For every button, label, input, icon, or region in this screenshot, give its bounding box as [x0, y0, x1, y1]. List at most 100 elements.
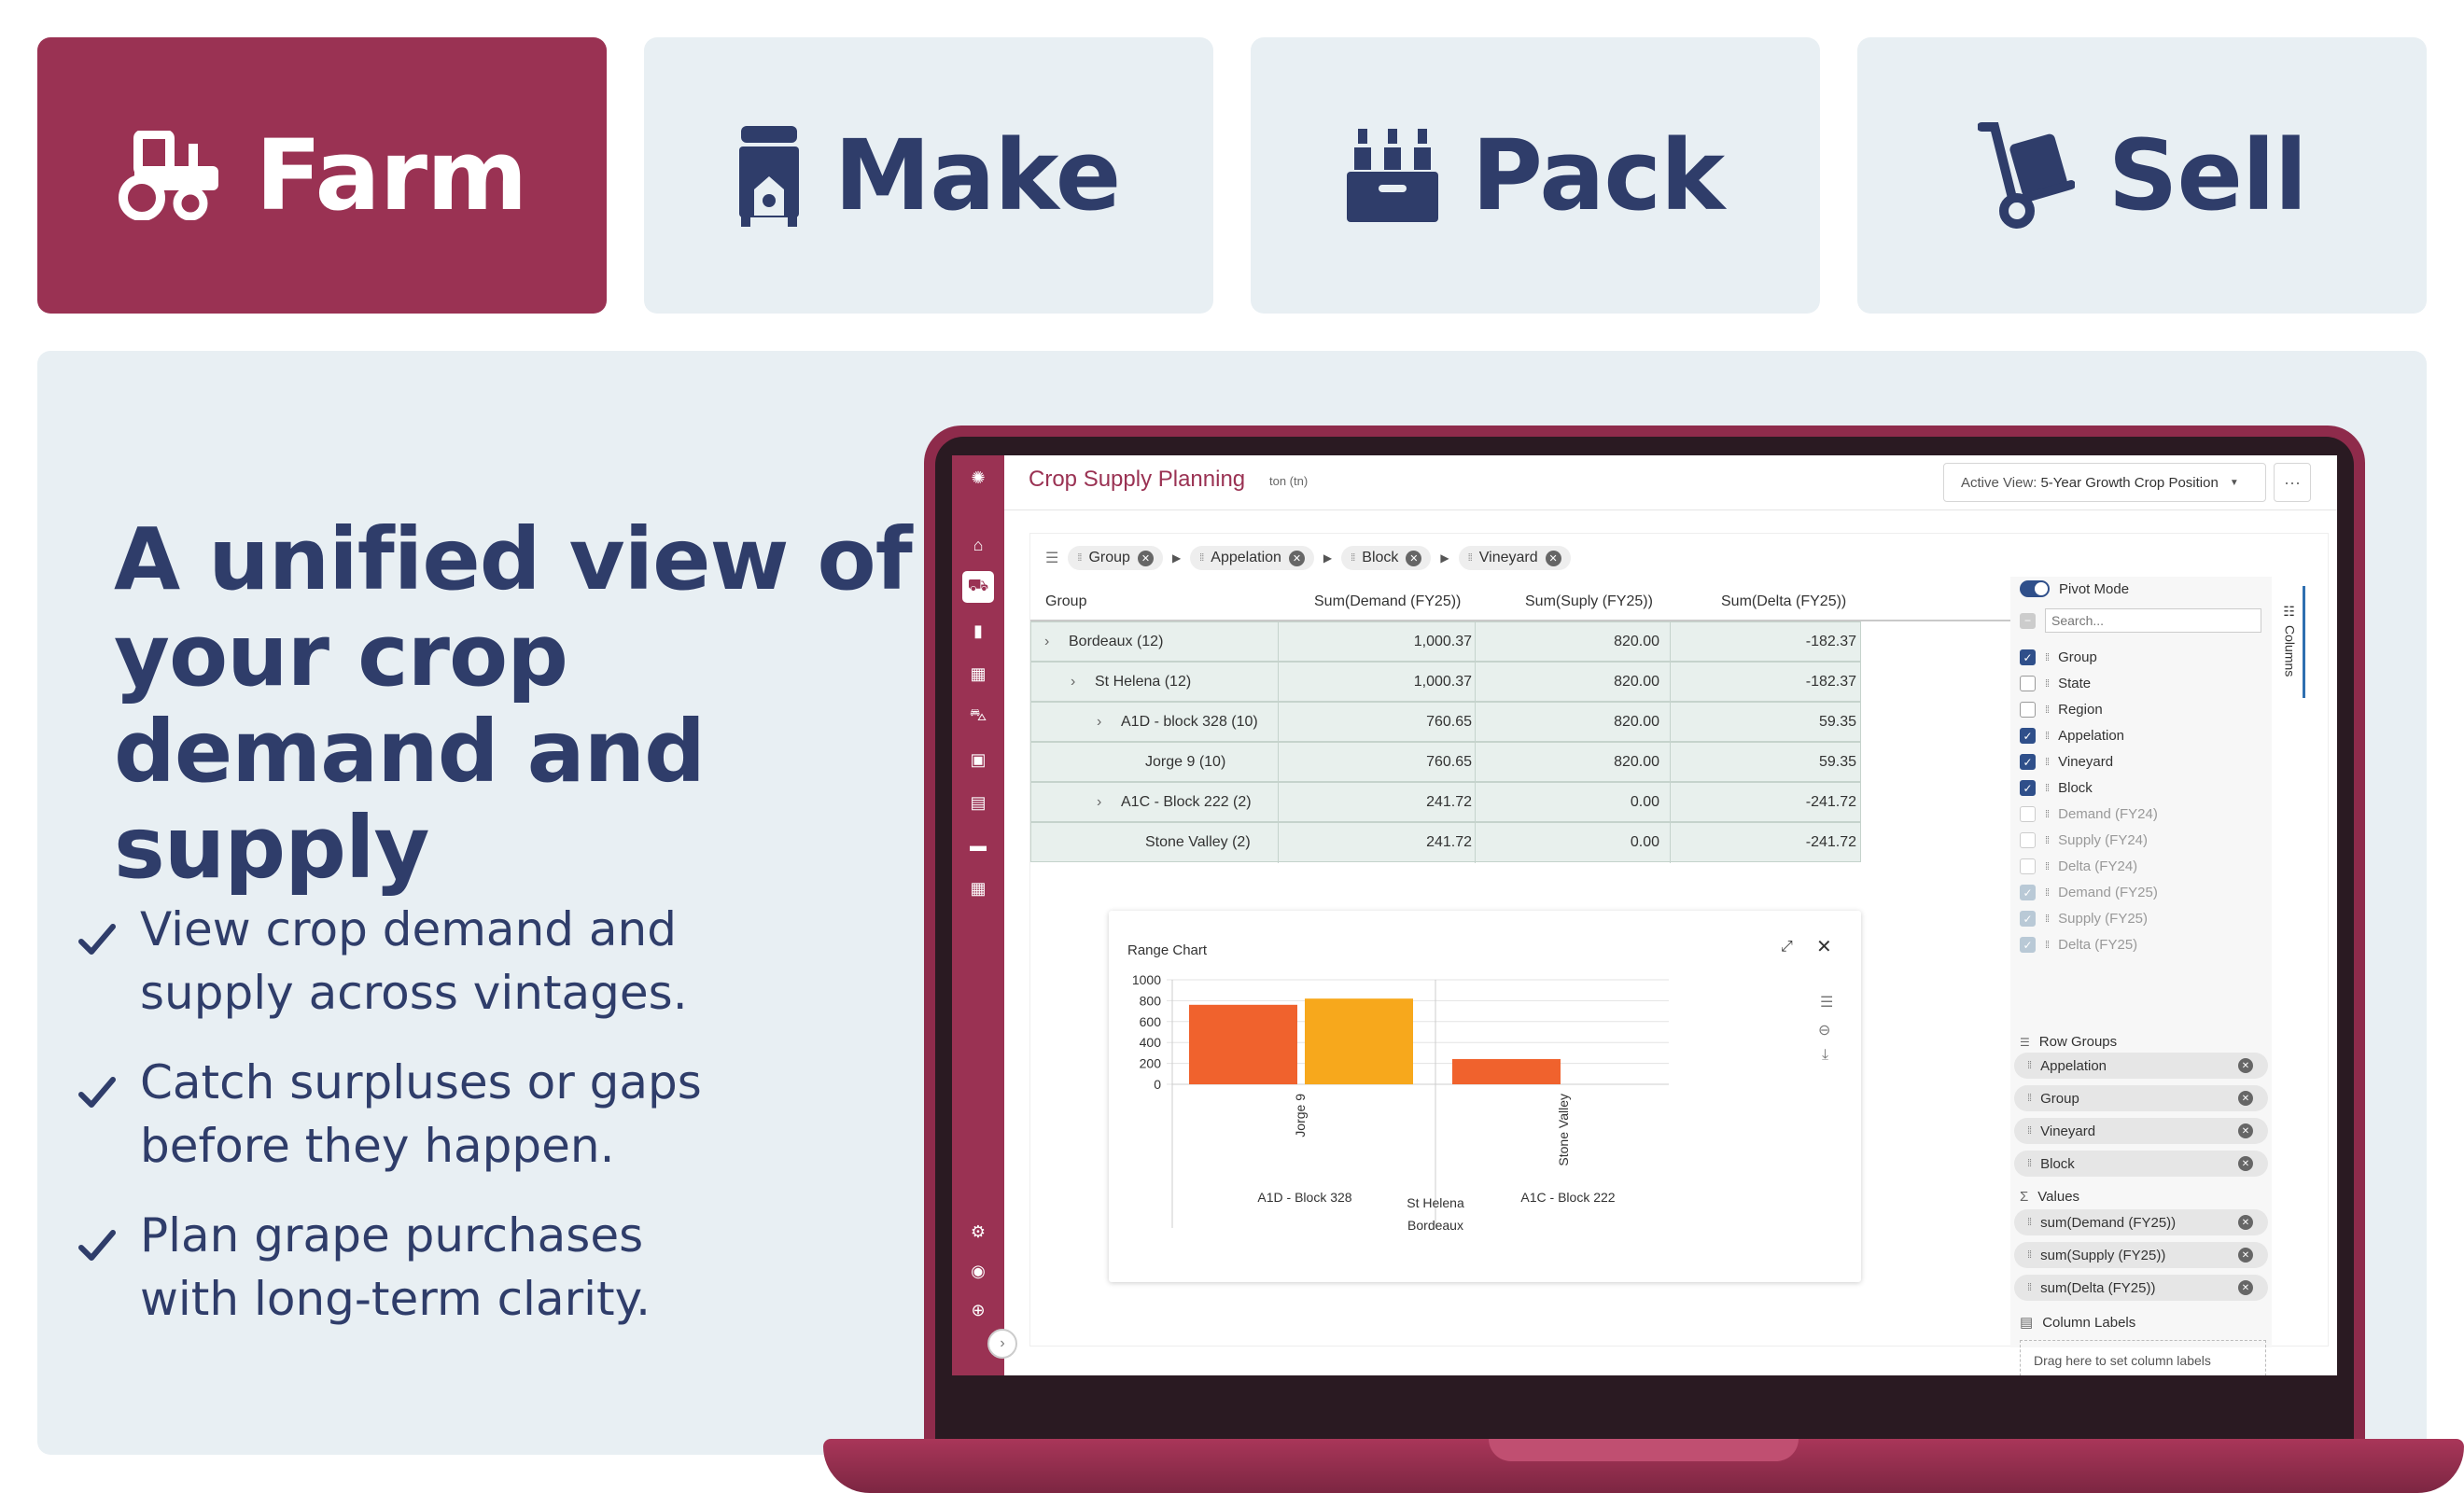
value-pill[interactable]: ⁞⁞ sum(Supply (FY25)) ✕	[2014, 1242, 2268, 1268]
wine-tank-icon[interactable]: ▮	[973, 621, 983, 640]
group-chip[interactable]: ⁞⁞ Appelation ✕	[1190, 546, 1314, 570]
close-icon[interactable]: ✕	[1137, 550, 1154, 566]
help-icon[interactable]: ⊕	[971, 1300, 986, 1319]
clipboard-icon[interactable]: ▤	[970, 792, 987, 812]
table-row[interactable]: › A1D - block 328 (10) 760.65 820.00 59.…	[1030, 702, 1861, 743]
column-checkbox[interactable]: ✓	[2020, 911, 2036, 927]
close-icon[interactable]: ✕	[2238, 1156, 2253, 1171]
column-list-item[interactable]: ⁞⁞ Delta (FY24)	[2020, 858, 2137, 874]
close-icon[interactable]: ✕	[1545, 550, 1561, 566]
active-view-select[interactable]: Active View: 5-Year Growth Crop Position…	[1943, 463, 2266, 502]
sidebar-expand-button[interactable]: ›	[987, 1329, 1017, 1359]
tab-pack[interactable]: Pack	[1251, 37, 1820, 314]
row-group-pill[interactable]: ⁞⁞ Group ✕	[2014, 1085, 2268, 1111]
close-icon[interactable]: ✕	[2238, 1123, 2253, 1138]
cart-icon[interactable]: ⛍	[969, 705, 987, 724]
column-search-input[interactable]	[2045, 608, 2261, 633]
column-checkbox[interactable]: ✓	[2020, 728, 2036, 744]
column-checkbox[interactable]: ✓	[2020, 649, 2036, 665]
table-row[interactable]: Jorge 9 (10) 760.65 820.00 59.35	[1030, 742, 1861, 783]
column-checkbox[interactable]: ✓	[2020, 885, 2036, 900]
grip-icon: ⁞⁞	[2045, 834, 2050, 846]
tab-sell[interactable]: Sell	[1857, 37, 2427, 314]
cell-supply: 820.00	[1614, 634, 1659, 649]
col-header-supply[interactable]: Sum(Suply (FY25))	[1525, 593, 1653, 609]
tab-make[interactable]: Make	[644, 37, 1213, 314]
table-row[interactable]: › A1C - Block 222 (2) 241.72 0.00 -241.7…	[1030, 782, 1861, 823]
close-icon[interactable]: ✕	[1288, 550, 1305, 566]
column-list-item[interactable]: ✓ ⁞⁞ Demand (FY25)	[2020, 885, 2158, 900]
column-checkbox[interactable]	[2020, 806, 2036, 822]
table-row[interactable]: › St Helena (12) 1,000.37 820.00 -182.37	[1030, 662, 1861, 703]
wallet-icon[interactable]: ▣	[970, 749, 987, 769]
column-checkbox[interactable]	[2020, 676, 2036, 691]
col-header-demand[interactable]: Sum(Demand (FY25))	[1314, 593, 1462, 609]
columns-icon: ☷	[2282, 605, 2298, 620]
column-list-item[interactable]: ✓ ⁞⁞ Appelation	[2020, 728, 2124, 744]
pivot-mode-toggle[interactable]: Pivot Mode	[2020, 580, 2129, 597]
column-checkbox[interactable]: ✓	[2020, 937, 2036, 953]
close-icon[interactable]: ✕	[2238, 1248, 2253, 1263]
table-row[interactable]: › Bordeaux (12) 1,000.37 820.00 -182.37	[1030, 621, 1861, 663]
expand-icon[interactable]: ⤢	[1781, 939, 1793, 955]
cell-demand: 760.65	[1426, 714, 1472, 730]
column-list-item[interactable]: ✓ ⁞⁞ Vineyard	[2020, 754, 2113, 770]
close-icon[interactable]: ✕	[2238, 1215, 2253, 1230]
column-checkbox[interactable]	[2020, 702, 2036, 718]
select-all-checkbox[interactable]: −	[2020, 612, 2036, 629]
close-icon[interactable]: ✕	[2238, 1058, 2253, 1073]
close-icon[interactable]: ✕	[1816, 937, 1832, 957]
col-header-group[interactable]: Group	[1045, 593, 1087, 609]
row-label: Bordeaux (12)	[1069, 634, 1164, 649]
grip-icon: ⁞⁞	[2045, 704, 2050, 716]
cell-demand: 1,000.37	[1413, 674, 1472, 690]
download-icon[interactable]: ⤓	[1822, 1047, 1829, 1063]
gear-icon[interactable]: ⚙	[970, 1221, 987, 1241]
chevron-right-icon[interactable]: ›	[1044, 634, 1050, 649]
menu-icon[interactable]: ☰	[1820, 995, 1834, 1011]
column-list-item[interactable]: ⁞⁞ State	[2020, 676, 2091, 691]
column-list-item[interactable]: ✓ ⁞⁞ Block	[2020, 780, 2093, 796]
column-list-item[interactable]: ⁞⁞ Demand (FY24)	[2020, 806, 2158, 822]
more-button[interactable]: ···	[2274, 463, 2311, 502]
close-icon[interactable]: ✕	[1406, 550, 1422, 566]
column-checkbox[interactable]	[2020, 832, 2036, 848]
user-icon[interactable]: ◉	[971, 1261, 986, 1280]
value-pill[interactable]: ⁞⁞ sum(Delta (FY25)) ✕	[2014, 1275, 2268, 1301]
col-header-delta[interactable]: Sum(Delta (FY25))	[1721, 593, 1847, 609]
row-group-pill[interactable]: ⁞⁞ Block ✕	[2014, 1151, 2268, 1177]
bottle-crate-icon[interactable]: ▦	[970, 663, 987, 683]
column-list-item[interactable]: ⁞⁞ Region	[2020, 702, 2103, 718]
row-group-pill[interactable]: ⁞⁞ Vineyard ✕	[2014, 1118, 2268, 1144]
table-row[interactable]: Stone Valley (2) 241.72 0.00 -241.72	[1030, 822, 1861, 863]
briefcase-icon[interactable]: ▬	[970, 835, 987, 855]
column-checkbox[interactable]	[2020, 858, 2036, 874]
tab-farm[interactable]: Farm	[37, 37, 607, 314]
column-list-item[interactable]: ✓ ⁞⁞ Supply (FY25)	[2020, 911, 2148, 927]
toggle-switch[interactable]	[2020, 580, 2050, 597]
cell-divider	[1670, 743, 1671, 783]
chevron-right-icon[interactable]: ›	[1071, 674, 1076, 690]
row-group-pill[interactable]: ⁞⁞ Appelation ✕	[2014, 1053, 2268, 1079]
home-icon[interactable]: ⌂	[973, 535, 984, 554]
column-list-item[interactable]: ✓ ⁞⁞ Delta (FY25)	[2020, 937, 2137, 953]
columns-side-tab[interactable]: ☷ Columns	[2277, 586, 2305, 698]
column-checkbox[interactable]: ✓	[2020, 754, 2036, 770]
chevron-right-icon[interactable]: ›	[1097, 714, 1102, 730]
row-label: A1C - Block 222 (2)	[1121, 794, 1252, 810]
column-labels-dropzone[interactable]: Drag here to set column labels	[2020, 1340, 2266, 1375]
value-pill[interactable]: ⁞⁞ sum(Demand (FY25)) ✕	[2014, 1209, 2268, 1235]
group-chip[interactable]: ⁞⁞ Vineyard ✕	[1458, 546, 1571, 570]
columns-tab-label: Columns	[2282, 625, 2298, 677]
tractor-icon[interactable]: ⛟	[962, 571, 994, 603]
link-icon[interactable]: ⊖	[1818, 1023, 1831, 1039]
group-chip[interactable]: ⁞⁞ Block ✕	[1341, 546, 1432, 570]
chevron-right-icon[interactable]: ›	[1097, 794, 1102, 810]
column-list-item[interactable]: ✓ ⁞⁞ Group	[2020, 649, 2097, 665]
group-chip[interactable]: ⁞⁞ Group ✕	[1068, 546, 1163, 570]
close-icon[interactable]: ✕	[2238, 1091, 2253, 1106]
close-icon[interactable]: ✕	[2238, 1280, 2253, 1295]
table-icon[interactable]: ▦	[970, 878, 987, 898]
column-list-item[interactable]: ⁞⁞ Supply (FY24)	[2020, 832, 2148, 848]
column-checkbox[interactable]: ✓	[2020, 780, 2036, 796]
